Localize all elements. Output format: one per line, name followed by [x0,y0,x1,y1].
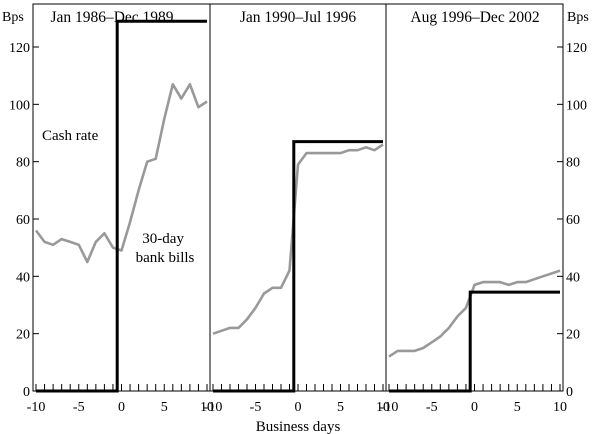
x-tick-label: 5 [337,400,344,415]
cash-rate-annotation: Cash rate [42,128,99,144]
cash-rate-line-panel-2 [213,140,383,393]
x-tick-label: 0 [471,400,478,415]
y-tick-label-right: 0 [566,385,573,400]
y-tick-label-left: 100 [9,98,30,113]
cash-rate-line-panel-1 [36,19,207,393]
y-tick-label-left: 120 [9,41,30,56]
x-tick-label: 0 [118,400,125,415]
y-tick-label-right: 60 [566,213,580,228]
y-unit-right: Bps [567,10,589,25]
panel-title-3: Aug 1996–Dec 2002 [410,9,539,26]
y-tick-label-left: 80 [16,156,30,171]
y-tick-label-right: 40 [566,270,580,285]
x-tick-label: 5 [514,400,521,415]
y-tick-label-right: 20 [566,328,580,343]
x-tick-label: 10 [200,400,214,415]
bank-bills-annotation: 30-day bank bills [136,231,195,266]
x-tick-label: -5 [250,400,262,415]
x-axis-label: Business days [256,419,341,434]
y-unit-left: Bps [2,10,24,25]
x-tick-label: 10 [376,400,390,415]
x-tick-label: 5 [161,400,168,415]
x-tick-label: 0 [295,400,302,415]
bank-bills-line-panel-2 [212,143,384,335]
x-tick-label: -5 [73,400,85,415]
panel-frames [32,3,564,392]
x-tick-label: -5 [426,400,438,415]
y-tick-label-left: 0 [23,385,30,400]
y-tick-label-right: 120 [566,41,587,56]
panel-title-1: Jan 1986–Dec 1989 [50,9,173,26]
x-tick-label: -10 [380,400,399,415]
plot-frame [32,3,564,392]
cash-rate-line-panel-3 [389,290,560,393]
y-tick-label-right: 80 [566,156,580,171]
y-tick-label-right: 100 [566,98,587,113]
bank-bills-line-panel-3 [388,269,561,358]
bank-bills-line-panel-1 [34,83,208,264]
labels: Bps Bps Business days Jan 1986–Dec 1989 … [2,9,589,434]
y-axis-ticks: 0 0 20 20 40 40 60 60 80 80 100 100 120 120 [9,41,587,400]
panel-title-2: Jan 1990–Jul 1996 [240,9,357,26]
x-axis-ticks: -10 -5 0 5 10-10 -5 0 5 10-10 -5 0 5 10 [27,384,567,415]
x-tick-label: 10 [553,400,567,415]
y-tick-label-left: 60 [16,213,30,228]
series-lines [34,19,561,393]
x-tick-label: -10 [27,400,46,415]
x-tick-label: -10 [204,400,223,415]
y-tick-label-left: 40 [16,270,30,285]
y-tick-label-left: 20 [16,328,30,343]
